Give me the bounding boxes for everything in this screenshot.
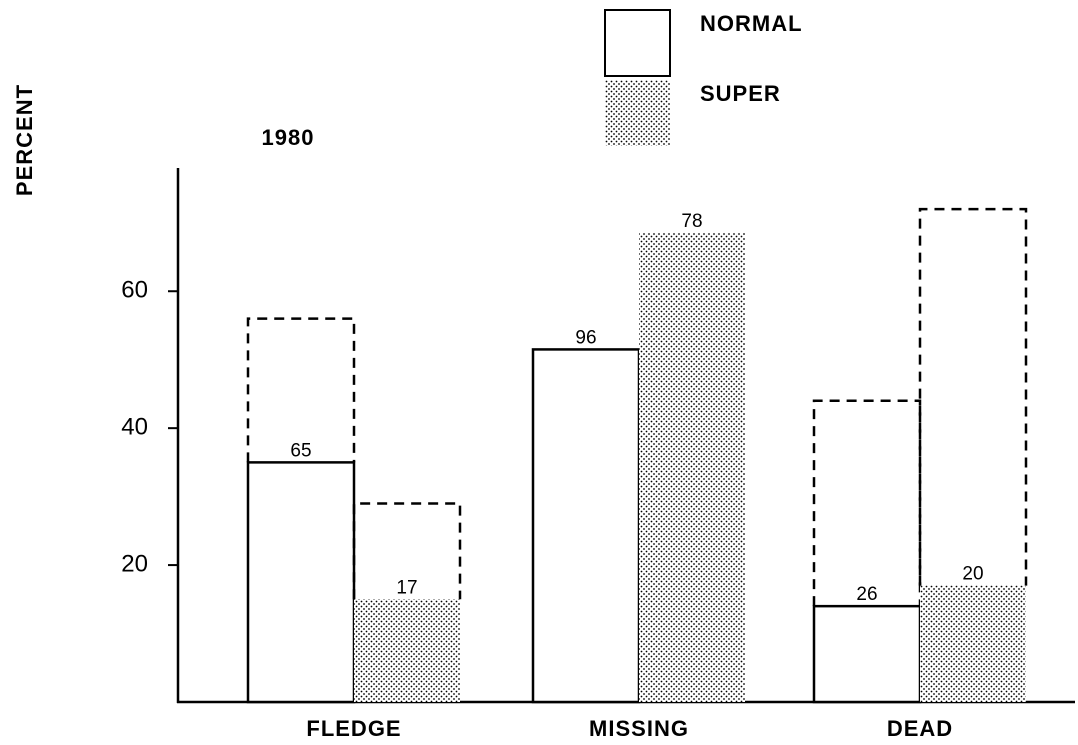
bar-count-label: 78 [681,211,702,232]
y-tick-label: 60 [121,277,148,304]
legend-swatch [604,9,671,77]
bar [531,348,641,704]
bar-count-label: 96 [575,327,596,348]
legend-label: SUPER [700,81,781,106]
bar [246,461,356,704]
dashed-outline [918,207,1028,586]
y-tick-label: 20 [121,550,148,577]
y-tick-label: 40 [121,413,148,440]
bar-count-label: 26 [856,584,877,605]
bar-count-label: 20 [962,564,983,585]
chart-title: 1980 [262,125,315,150]
dashed-outline [246,317,356,463]
bar-count-label: 65 [290,440,311,461]
bar [812,604,922,704]
bar [639,233,745,703]
legend-swatch [605,80,670,146]
y-axis-label: PERCENT [12,84,37,196]
bar [354,599,460,702]
x-tick-label: DEAD [887,716,953,741]
legend-label: NORMAL [700,11,803,36]
dashed-outline [812,399,922,607]
x-tick-label: FLEDGE [306,716,401,741]
x-tick-label: MISSING [589,716,689,741]
bar-count-label: 17 [396,577,417,598]
bar [920,585,1026,702]
